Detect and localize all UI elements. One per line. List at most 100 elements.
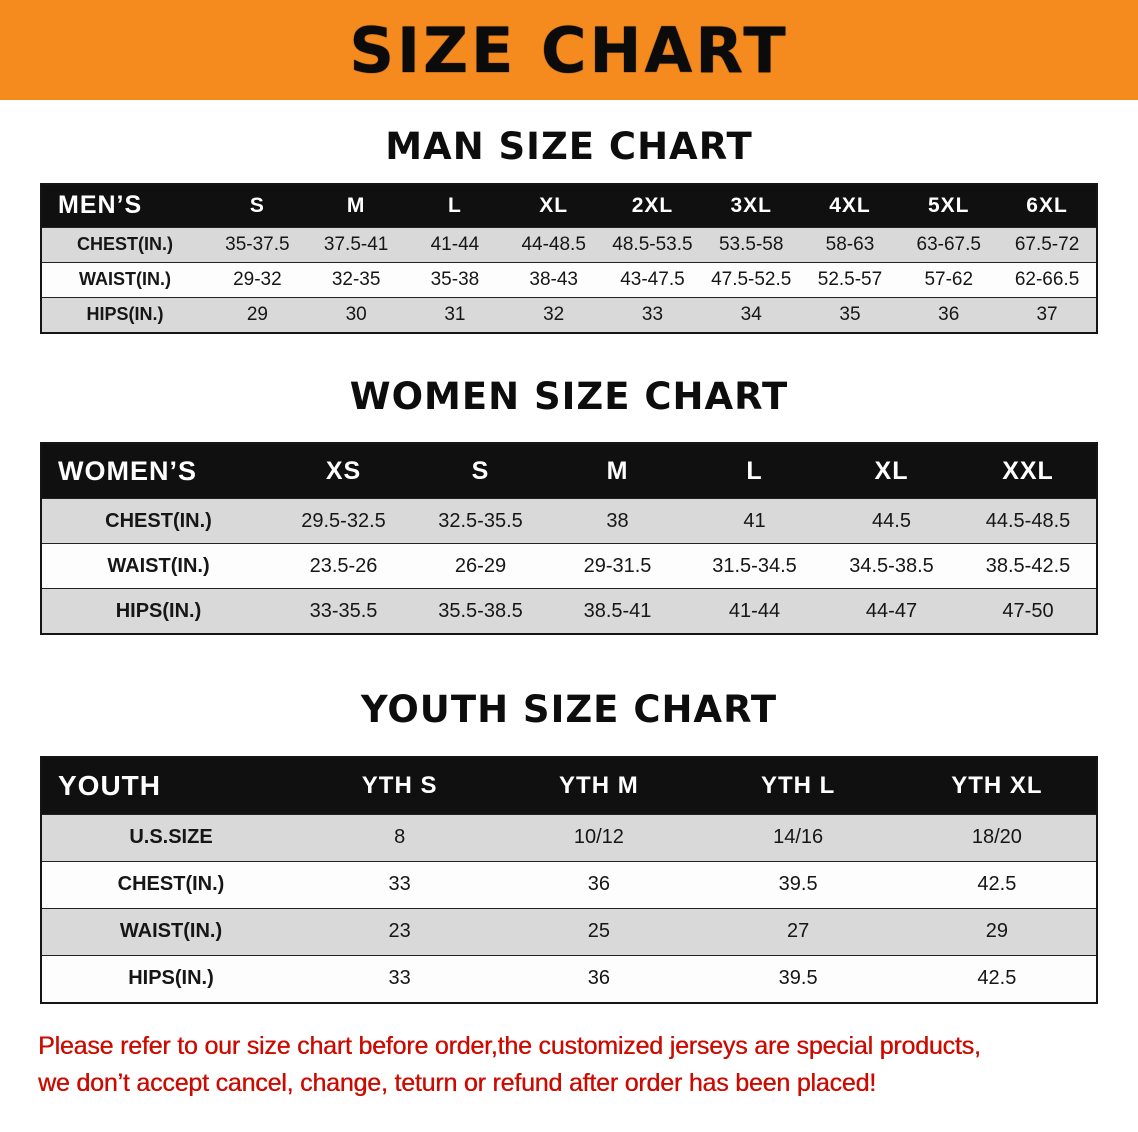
table-title-cell: MEN’S bbox=[41, 183, 208, 228]
value-cell: 48.5-53.5 bbox=[603, 226, 702, 263]
notice-line-2: we don’t accept cancel, change, teturn o… bbox=[38, 1069, 876, 1098]
value-cell: 47.5-52.5 bbox=[701, 261, 801, 298]
value-cell: 39.5 bbox=[698, 954, 898, 1003]
women-size-table-wrap: WOMEN’S XS S M L XL XXL CHEST(IN.) 29.5-32.5 32.5… bbox=[40, 442, 1098, 636]
value-cell: 37 bbox=[998, 296, 1097, 333]
value-cell: 42.5 bbox=[897, 860, 1097, 909]
size-header-cell: S bbox=[412, 443, 549, 499]
value-cell: 26-29 bbox=[412, 543, 549, 589]
value-cell: 58-63 bbox=[800, 226, 900, 263]
size-table: WOMEN’S XS S M L XL XXL CHEST(IN.) 29.5-32.5 32.5… bbox=[40, 442, 1098, 636]
size-header-cell: XL bbox=[823, 443, 960, 499]
value-cell: 53.5-58 bbox=[701, 226, 801, 263]
size-header-cell: YTH XL bbox=[897, 756, 1097, 815]
value-cell: 41-44 bbox=[686, 588, 823, 635]
table-row: CHEST(IN.) 33 36 39.5 42.5 bbox=[41, 860, 1097, 909]
banner: SIZE CHART bbox=[0, 0, 1138, 100]
row-label-cell: WAIST(IN.) bbox=[41, 261, 208, 298]
value-cell: 32 bbox=[504, 296, 604, 333]
value-cell: 35.5-38.5 bbox=[412, 588, 549, 635]
value-cell: 29-32 bbox=[208, 261, 307, 298]
women-section-heading: WOMEN SIZE CHART bbox=[349, 374, 789, 418]
value-cell: 38 bbox=[549, 498, 686, 544]
table-header-row: WOMEN’S XS S M L XL XXL bbox=[41, 443, 1097, 499]
value-cell: 29 bbox=[208, 296, 307, 333]
table-row: WAIST(IN.) 23.5-26 26-29 29-31.5 31.5-34.5 34… bbox=[41, 543, 1097, 589]
value-cell: 10/12 bbox=[499, 813, 699, 862]
size-header-cell: XL bbox=[504, 183, 604, 228]
row-label-cell: CHEST(IN.) bbox=[41, 498, 275, 544]
table-row: WAIST(IN.) 23 25 27 29 bbox=[41, 907, 1097, 956]
value-cell: 31 bbox=[405, 296, 505, 333]
value-cell: 63-67.5 bbox=[899, 226, 999, 263]
table-row: HIPS(IN.) 33-35.5 35.5-38.5 38.5-41 41-44 44-… bbox=[41, 588, 1097, 635]
table-row: CHEST(IN.) 35-37.5 37.5-41 41-44 44-48.5 48.5… bbox=[41, 226, 1097, 263]
men-section-heading: MAN SIZE CHART bbox=[385, 125, 753, 168]
value-cell: 32.5-35.5 bbox=[412, 498, 549, 544]
value-cell: 41 bbox=[686, 498, 823, 544]
value-cell: 34 bbox=[701, 296, 801, 333]
value-cell: 38.5-41 bbox=[549, 588, 686, 635]
value-cell: 42.5 bbox=[897, 954, 1097, 1003]
table-row: WAIST(IN.) 29-32 32-35 35-38 38-43 43-47.5 47.… bbox=[41, 261, 1097, 298]
row-label-cell: HIPS(IN.) bbox=[41, 296, 208, 333]
youth-size-section: YOUTH SIZE CHART YOUTH YTH S YTH M YTH L YTH… bbox=[0, 689, 1138, 1004]
value-cell: 29-31.5 bbox=[549, 543, 686, 589]
value-cell: 30 bbox=[306, 296, 406, 333]
value-cell: 41-44 bbox=[405, 226, 505, 263]
value-cell: 39.5 bbox=[698, 860, 898, 909]
size-header-cell: XXL bbox=[960, 443, 1097, 499]
value-cell: 47-50 bbox=[960, 588, 1097, 635]
size-header-cell: XS bbox=[275, 443, 412, 499]
table-title-cell: YOUTH bbox=[41, 756, 300, 815]
value-cell: 14/16 bbox=[698, 813, 898, 862]
youth-section-heading: YOUTH SIZE CHART bbox=[360, 688, 778, 732]
size-header-cell: S bbox=[208, 183, 307, 228]
value-cell: 35 bbox=[800, 296, 900, 333]
value-cell: 44.5-48.5 bbox=[960, 498, 1097, 544]
notice-line-1: Please refer to our size chart before or… bbox=[38, 1031, 981, 1060]
value-cell: 35-38 bbox=[405, 261, 505, 298]
value-cell: 38.5-42.5 bbox=[960, 543, 1097, 589]
value-cell: 33 bbox=[300, 954, 500, 1003]
table-header-row: YOUTH YTH S YTH M YTH L YTH XL bbox=[41, 756, 1097, 815]
size-header-cell: L bbox=[686, 443, 823, 499]
value-cell: 52.5-57 bbox=[800, 261, 900, 298]
table-row: HIPS(IN.) 29 30 31 32 33 34 35 36 37 bbox=[41, 296, 1097, 333]
value-cell: 29 bbox=[897, 907, 1097, 956]
table-title-cell: WOMEN’S bbox=[41, 443, 275, 499]
value-cell: 36 bbox=[499, 860, 699, 909]
order-notice: Please refer to our size chart before or… bbox=[0, 1028, 1138, 1103]
page-title: SIZE CHART bbox=[349, 13, 789, 87]
value-cell: 32-35 bbox=[306, 261, 406, 298]
value-cell: 44-47 bbox=[823, 588, 960, 635]
value-cell: 33 bbox=[603, 296, 702, 333]
value-cell: 36 bbox=[899, 296, 999, 333]
size-header-cell: 3XL bbox=[701, 183, 801, 228]
size-header-cell: 6XL bbox=[998, 183, 1097, 228]
table-row: CHEST(IN.) 29.5-32.5 32.5-35.5 38 41 44.5 44.5… bbox=[41, 498, 1097, 544]
size-table: YOUTH YTH S YTH M YTH L YTH XL U.S.SIZE 8 10/12… bbox=[40, 755, 1098, 1004]
value-cell: 8 bbox=[300, 813, 500, 862]
row-label-cell: WAIST(IN.) bbox=[41, 907, 300, 956]
table-row: U.S.SIZE 8 10/12 14/16 18/20 bbox=[41, 813, 1097, 862]
value-cell: 44-48.5 bbox=[504, 226, 604, 263]
size-header-cell: YTH M bbox=[499, 756, 699, 815]
row-label-cell: U.S.SIZE bbox=[41, 813, 300, 862]
size-header-cell: M bbox=[549, 443, 686, 499]
value-cell: 35-37.5 bbox=[208, 226, 307, 263]
value-cell: 18/20 bbox=[897, 813, 1097, 862]
row-label-cell: HIPS(IN.) bbox=[41, 588, 275, 635]
value-cell: 44.5 bbox=[823, 498, 960, 544]
youth-size-table-wrap: YOUTH YTH S YTH M YTH L YTH XL U.S.SIZE 8 10/12… bbox=[40, 755, 1098, 1004]
value-cell: 31.5-34.5 bbox=[686, 543, 823, 589]
value-cell: 62-66.5 bbox=[998, 261, 1097, 298]
value-cell: 67.5-72 bbox=[998, 226, 1097, 263]
size-header-cell: 5XL bbox=[899, 183, 999, 228]
size-header-cell: YTH S bbox=[300, 756, 500, 815]
men-size-section: MAN SIZE CHART MEN’S S M L XL 2XL 3XL 4XL 5XL 6XL… bbox=[0, 125, 1138, 334]
value-cell: 34.5-38.5 bbox=[823, 543, 960, 589]
value-cell: 25 bbox=[499, 907, 699, 956]
row-label-cell: CHEST(IN.) bbox=[41, 860, 300, 909]
